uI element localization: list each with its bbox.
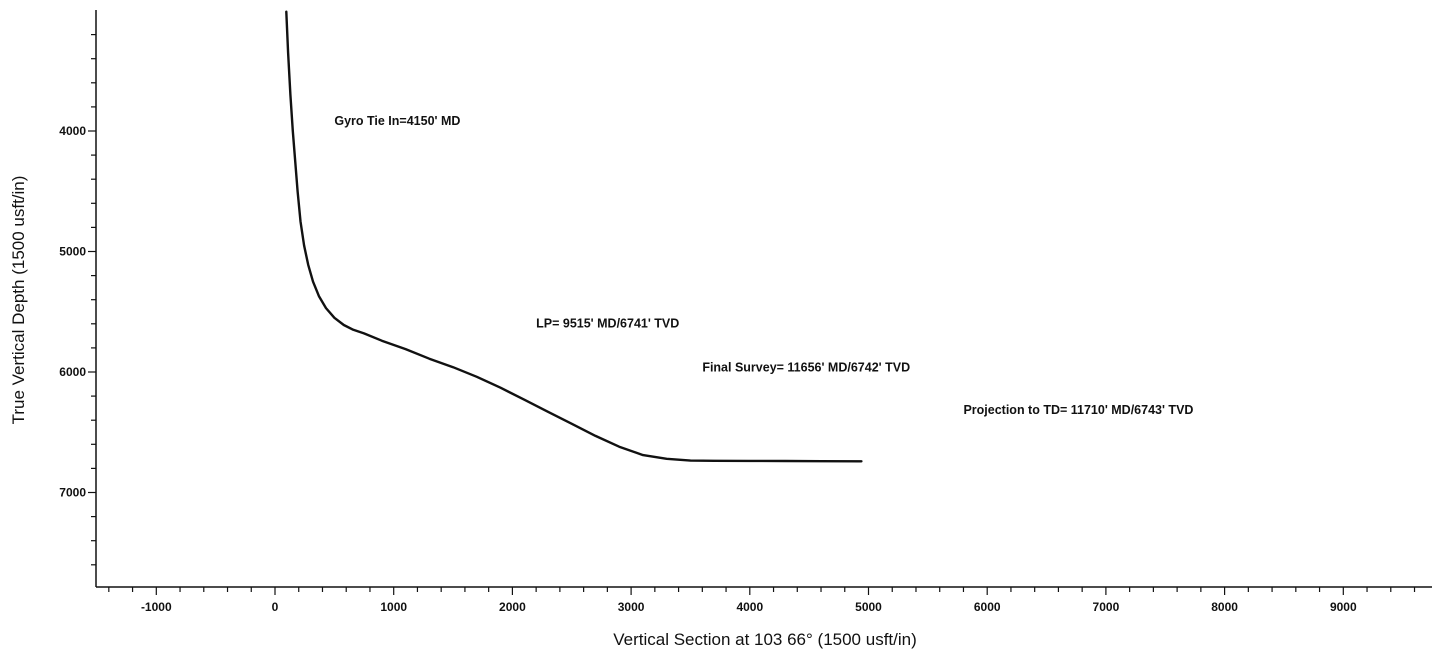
y-tick-label: 7000 xyxy=(59,486,86,500)
x-tick-label: 3000 xyxy=(618,600,645,614)
x-tick-label: 6000 xyxy=(974,600,1001,614)
x-tick-label: 1000 xyxy=(380,600,407,614)
annotations: Gyro Tie In=4150' MD LP= 9515' MD/6741' T… xyxy=(334,114,1193,417)
y-tick-label: 4000 xyxy=(59,124,86,138)
y-axis-ticks: 4000 5000 6000 7000 xyxy=(59,33,96,566)
x-axis-ticks: -1000 0 1000 2000 3000 4000 5000 6000 7000 8000 90… xyxy=(108,587,1416,614)
y-tick-label: 6000 xyxy=(59,365,86,379)
x-tick-label: 7000 xyxy=(1093,600,1120,614)
x-tick-label: 5000 xyxy=(855,600,882,614)
annotation-label: Gyro Tie In=4150' MD xyxy=(334,114,460,128)
wellbore-path-line xyxy=(285,10,863,463)
x-axis-title: Vertical Section at 103 66° (1500 usft/i… xyxy=(613,630,917,649)
annotation-label: Projection to TD= 11710' MD/6743' TVD xyxy=(963,403,1193,417)
x-tick-label: 4000 xyxy=(736,600,763,614)
x-tick-label: 0 xyxy=(272,600,279,614)
x-tick-label: 2000 xyxy=(499,600,526,614)
plot-area: -1000 0 1000 2000 3000 4000 5000 6000 7000 8000 90… xyxy=(59,10,1432,614)
annotation-label: Final Survey= 11656' MD/6742' TVD xyxy=(702,360,910,374)
y-axis-title: True Vertical Depth (1500 usft/in) xyxy=(9,176,28,425)
series-layer xyxy=(285,10,863,463)
annotation-label: LP= 9515' MD/6741' TVD xyxy=(536,316,679,330)
x-tick-label: -1000 xyxy=(141,600,172,614)
y-tick-label: 5000 xyxy=(59,245,86,259)
x-tick-label: 9000 xyxy=(1330,600,1357,614)
x-tick-label: 8000 xyxy=(1211,600,1238,614)
